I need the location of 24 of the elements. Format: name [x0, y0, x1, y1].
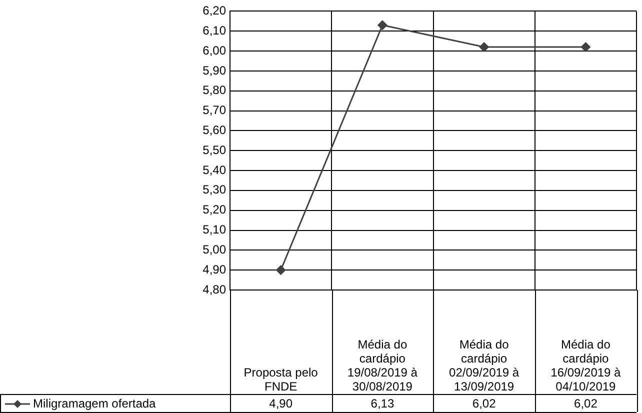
y-tick-label: 5,10 — [202, 222, 226, 237]
data-label: 6,02 — [472, 396, 496, 410]
y-tick-label: 6,10 — [202, 23, 226, 38]
data-label: 4,90 — [269, 396, 293, 410]
x-tick-label: Proposta pelo FNDE — [244, 365, 318, 394]
y-tick-label: 5,50 — [202, 142, 226, 157]
y-tick-label: 5,80 — [202, 83, 226, 98]
y-tick-label: 5,00 — [202, 242, 226, 256]
y-tick-label: 5,60 — [202, 123, 226, 137]
y-tick-label: 6,00 — [202, 43, 226, 58]
y-tick-label: 5,90 — [202, 63, 226, 78]
y-tick-label: 4,80 — [202, 282, 226, 296]
y-tick-label: 5,30 — [202, 182, 226, 197]
y-tick-label: 6,20 — [202, 4, 226, 18]
y-tick-label: 5,20 — [202, 202, 226, 217]
y-tick-label: 5,70 — [202, 103, 226, 118]
x-tick-label: Média do cardápio 19/08/2019 à 30/08/2019 — [347, 337, 418, 394]
data-label: 6,02 — [574, 396, 598, 410]
data-label: 6,13 — [370, 396, 394, 410]
y-tick-label: 5,40 — [202, 162, 226, 177]
y-tick-label: 4,90 — [202, 262, 226, 276]
x-tick-label: Média do cardápio 16/09/2019 à 04/10/2019 — [550, 337, 622, 394]
legend-label: Miligramagem ofertada — [33, 396, 156, 410]
x-tick-label: Média do cardápio 02/09/2019 à 13/09/2019 — [449, 337, 520, 394]
